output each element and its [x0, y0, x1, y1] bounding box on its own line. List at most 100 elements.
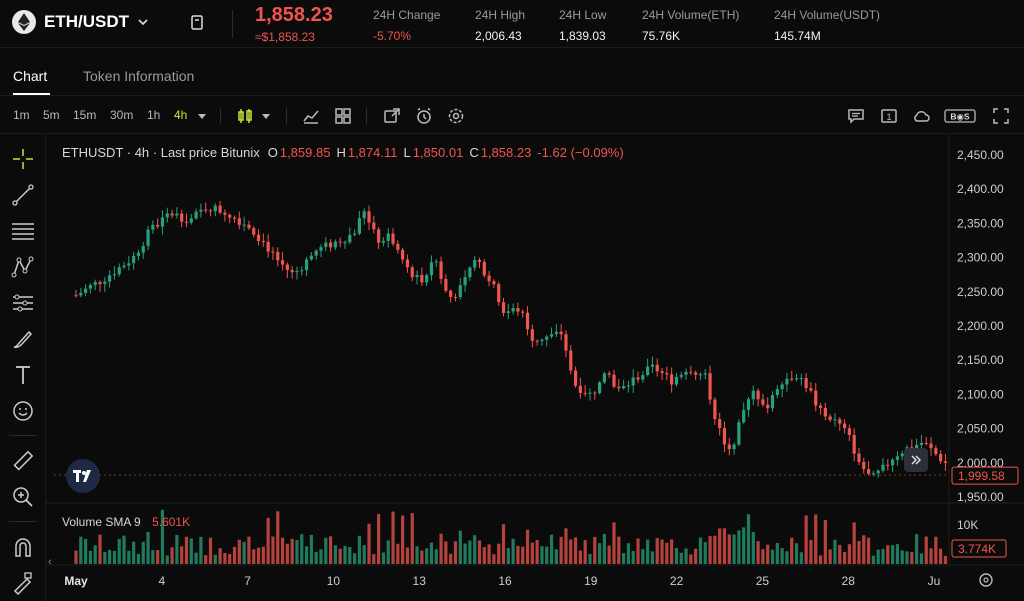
candle-body: [703, 373, 707, 375]
candle-body: [626, 385, 631, 387]
volume-bar: [189, 538, 193, 564]
candlestick-type-icon[interactable]: [236, 107, 254, 125]
volume-bar: [463, 543, 467, 564]
last-price-marker: [951, 466, 1019, 485]
tab-chart[interactable]: Chart: [13, 68, 48, 84]
horizontal-lines-icon[interactable]: [11, 219, 35, 243]
candle-body: [319, 247, 323, 251]
volume-bar: [790, 537, 794, 564]
tab-token-information[interactable]: Token Information: [83, 68, 195, 84]
tools-separator: [9, 521, 37, 522]
candle-body: [549, 334, 554, 337]
volume-bar: [607, 545, 611, 564]
candle-body: [871, 473, 875, 475]
timeframe-1m[interactable]: 1m: [13, 108, 30, 122]
settings-gear-icon[interactable]: [447, 107, 465, 125]
volume-bar: [501, 524, 506, 564]
cloud-save-icon[interactable]: [912, 107, 930, 125]
volume-bar: [410, 513, 414, 564]
timeframe-dropdown-icon[interactable]: [196, 107, 208, 125]
candle-body: [722, 428, 727, 445]
candle-body: [425, 275, 429, 283]
external-link-icon[interactable]: [383, 107, 401, 125]
candle-body: [261, 240, 265, 242]
axis-settings-icon: [979, 573, 993, 587]
chart-toolbar: 1m 5m 15m 30m 1h 4h 1 B◉S: [0, 98, 1024, 134]
stat-24h-volume-usdt: 24H Volume(USDT) 145.74M: [774, 8, 880, 43]
candle-body: [458, 285, 462, 298]
candle-body: [660, 371, 664, 374]
single-layout-icon[interactable]: 1: [880, 107, 898, 125]
chart-pane[interactable]: 2,450.00 2,400.00 2,350.00 2,300.00 2,250.00…: [46, 135, 1024, 601]
chart-type-dropdown-icon[interactable]: [260, 107, 272, 125]
candle-body: [761, 399, 765, 405]
text-tool-icon[interactable]: [11, 363, 35, 387]
fullscreen-icon[interactable]: [992, 107, 1010, 125]
timeframe-4h[interactable]: 4h: [174, 108, 188, 122]
volume-bar: [108, 549, 112, 564]
timeframe-15m[interactable]: 15m: [73, 108, 97, 122]
candle-body: [377, 229, 381, 243]
volume-bar: [367, 523, 371, 564]
candle-body: [895, 456, 900, 460]
buy-sell-toggle-icon[interactable]: B◉S: [944, 107, 976, 125]
indicators-icon[interactable]: [302, 107, 320, 125]
volume-bar: [905, 551, 909, 564]
bookmark-icon[interactable]: [189, 14, 205, 32]
zoom-in-icon[interactable]: [11, 485, 35, 509]
volume-bar: [285, 543, 289, 564]
chevron-down-icon: [138, 19, 148, 26]
candle-body: [189, 218, 193, 223]
volume-bar: [833, 539, 837, 564]
volume-bar: [622, 553, 626, 564]
alarm-clock-icon[interactable]: [415, 107, 433, 125]
volume-bar: [194, 552, 198, 564]
scroll-to-realtime-button[interactable]: [904, 448, 928, 472]
price-chart-svg[interactable]: 2,450.00 2,400.00 2,350.00 2,300.00 2,250.00…: [46, 135, 1024, 601]
volume-bar: [252, 549, 256, 564]
legend-high: 1,874.11: [347, 145, 398, 160]
volume-bar: [650, 551, 655, 564]
candle-body: [713, 399, 717, 420]
candle-body: [718, 419, 722, 429]
volume-bar: [103, 551, 107, 564]
emoji-icon[interactable]: [11, 399, 35, 423]
volume-bar: [828, 549, 832, 564]
timeframe-1h[interactable]: 1h: [147, 108, 161, 122]
candle-body: [199, 209, 203, 212]
timeframe-30m[interactable]: 30m: [110, 108, 134, 122]
volume-bar: [838, 544, 842, 564]
candle-body: [506, 311, 510, 313]
candle-body: [324, 242, 328, 248]
layout-grid-icon[interactable]: [334, 107, 352, 125]
timeframe-5m[interactable]: 5m: [43, 108, 60, 122]
stat-label: 24H High: [475, 8, 526, 22]
volume-bar: [492, 554, 496, 564]
magnet-icon[interactable]: [11, 536, 35, 560]
scroll-left-icon: ‹: [48, 556, 52, 568]
candle-body: [280, 260, 285, 265]
candle-body: [136, 252, 141, 256]
volume-bar: [156, 550, 160, 564]
candle-body: [353, 233, 357, 235]
volume-bar: [497, 543, 501, 564]
pattern-tool-icon[interactable]: [11, 255, 35, 279]
brush-icon[interactable]: [11, 327, 35, 351]
ruler-icon[interactable]: [11, 449, 35, 473]
crosshair-icon[interactable]: [11, 147, 35, 171]
volume-bar: [809, 539, 813, 564]
legend-close: 1,858.23: [480, 145, 532, 160]
comment-icon[interactable]: [847, 107, 865, 125]
candle-body: [396, 243, 400, 250]
trend-line-icon[interactable]: [11, 183, 35, 207]
volume-bar: [458, 530, 462, 564]
lock-drawings-icon[interactable]: [11, 571, 35, 595]
pair-selector[interactable]: ETH/USDT: [12, 10, 149, 34]
forecast-tool-icon[interactable]: [11, 291, 35, 315]
tradingview-logo[interactable]: [66, 459, 100, 493]
volume-bar: [112, 550, 117, 564]
volume-bar: [588, 553, 592, 564]
candle-body: [328, 242, 333, 248]
candle-body: [372, 222, 376, 230]
candle-body: [751, 390, 755, 400]
